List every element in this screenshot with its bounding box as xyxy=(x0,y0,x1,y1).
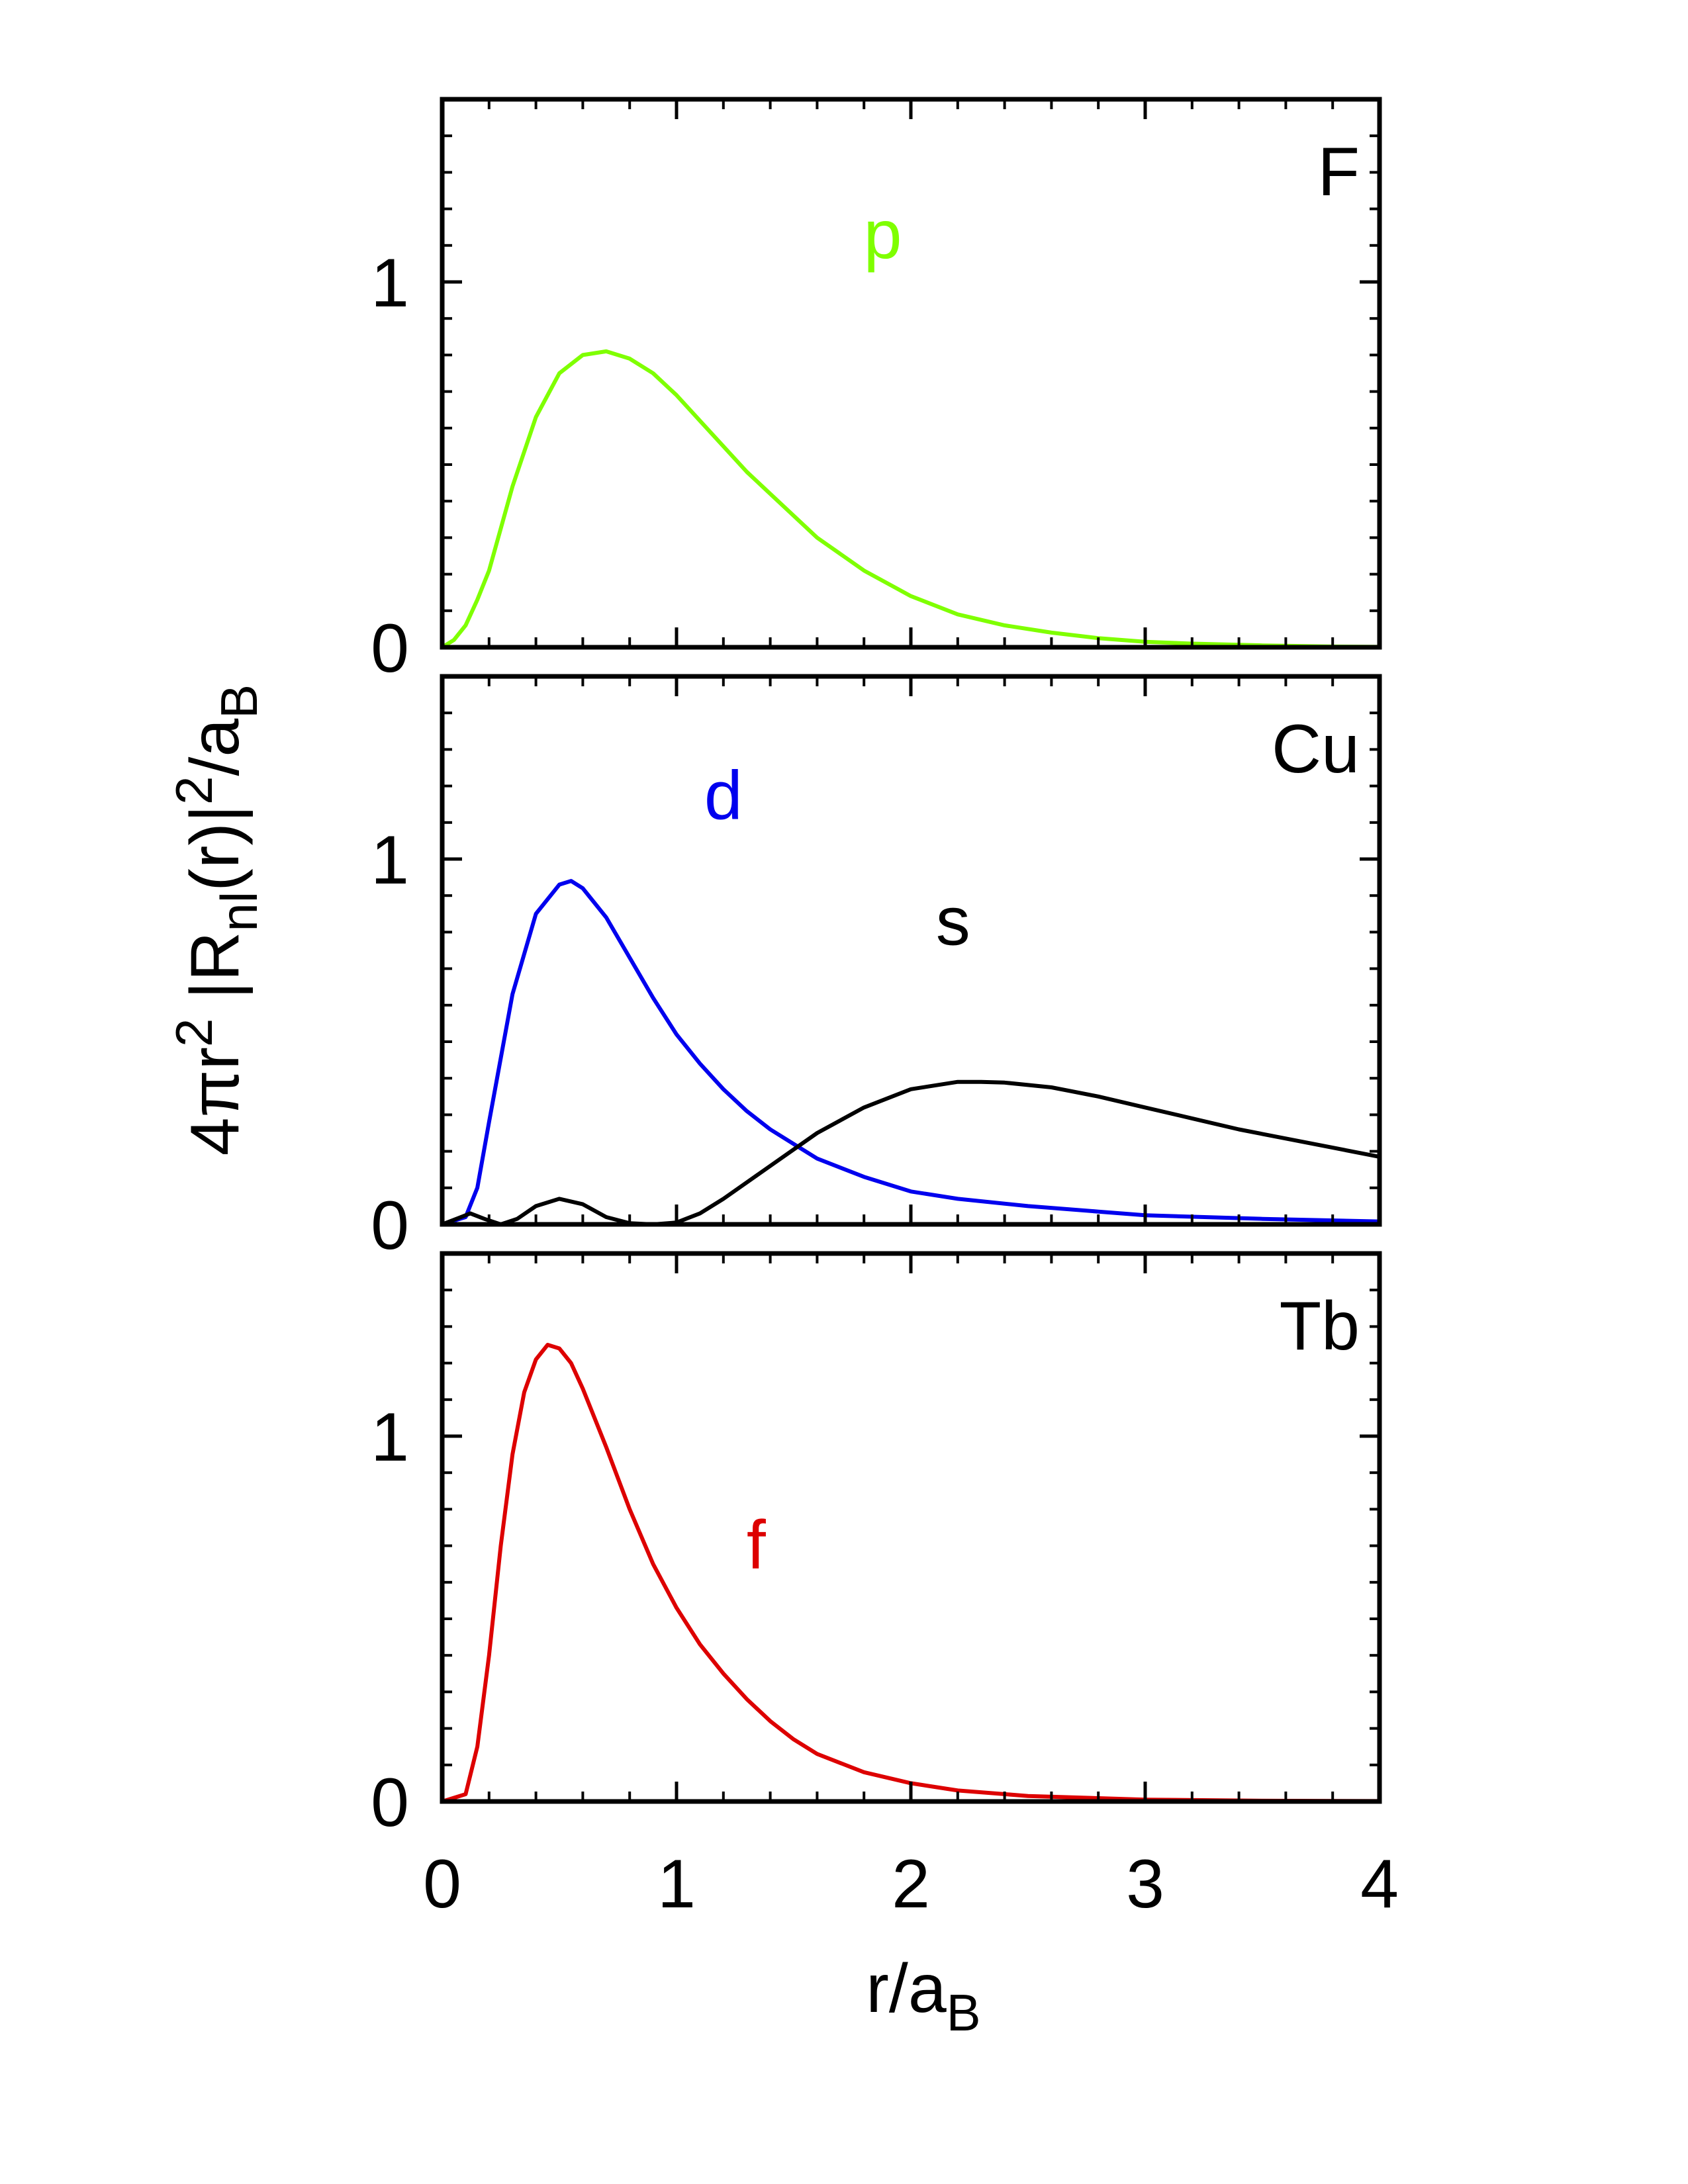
series-line-p xyxy=(442,349,1380,647)
x-axis-label: r/aB xyxy=(866,1950,980,2042)
y-tick-label: 1 xyxy=(371,822,409,899)
y-tick-label: 0 xyxy=(371,1764,409,1841)
panel-cu: d s 0 1 Cu xyxy=(371,674,1382,1264)
panel-label: Cu xyxy=(1272,711,1360,788)
series-line-s xyxy=(442,1079,1380,1224)
series-line-f xyxy=(442,1343,1380,1801)
y-tick-label: 0 xyxy=(371,610,409,687)
panels: p 0 1 Fd s 0 1 Cu f 0 1 Tb xyxy=(371,97,1382,1841)
panel-frame xyxy=(440,97,1382,650)
panel-tb: f 0 1 Tb xyxy=(371,1251,1382,1841)
x-tick-label: 2 xyxy=(892,1846,930,1923)
panel-label: F xyxy=(1317,134,1360,210)
series-label-d: d xyxy=(704,757,743,834)
x-tick-label: 1 xyxy=(657,1846,696,1923)
series-label-s: s xyxy=(936,884,970,960)
series-label-p: p xyxy=(864,197,902,273)
x-tick-label: 0 xyxy=(423,1846,461,1923)
y-axis-label: 4πr2 |Rnl(r)|2/aB xyxy=(165,684,268,1156)
y-tick-label: 1 xyxy=(371,1399,409,1476)
series-line-d xyxy=(442,879,1380,1224)
x-tick-labels: 0 1 2 3 4 xyxy=(423,1846,1399,1923)
series-label-f: f xyxy=(747,1507,767,1584)
y-tick-label: 1 xyxy=(371,245,409,322)
panel-frame xyxy=(440,674,1382,1227)
y-tick-label: 0 xyxy=(371,1187,409,1264)
x-tick-label: 3 xyxy=(1126,1846,1164,1923)
panel-f: p 0 1 F xyxy=(371,97,1382,687)
x-tick-label: 4 xyxy=(1360,1846,1399,1923)
panel-frame xyxy=(440,1251,1382,1804)
panel-label: Tb xyxy=(1280,1288,1360,1365)
